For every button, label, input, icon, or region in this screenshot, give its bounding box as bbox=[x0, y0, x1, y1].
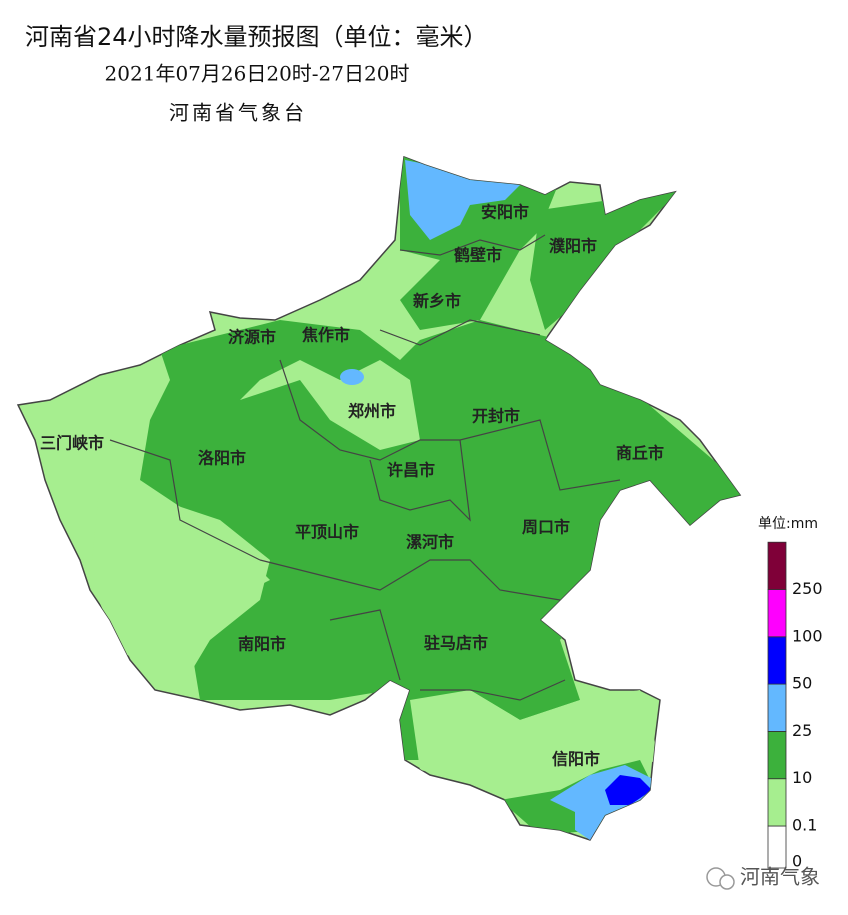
city-label: 周口市 bbox=[522, 518, 570, 537]
rain-area bbox=[90, 480, 270, 690]
watermark: 河南气象 bbox=[706, 865, 820, 890]
legend-swatch bbox=[767, 636, 787, 685]
legend-label: 100 bbox=[792, 626, 823, 645]
city-label: 商丘市 bbox=[616, 444, 664, 463]
city-label: 焦作市 bbox=[301, 326, 350, 345]
city-label: 洛阳市 bbox=[198, 449, 246, 468]
city-label: 济源市 bbox=[228, 328, 276, 347]
legend-swatch bbox=[767, 589, 787, 638]
legend-swatch bbox=[767, 825, 787, 869]
watermark-icon bbox=[719, 874, 735, 890]
city-label: 安阳市 bbox=[481, 203, 529, 222]
city-label: 新乡市 bbox=[413, 292, 461, 311]
legend-label: 50 bbox=[792, 674, 812, 693]
legend-swatch bbox=[767, 683, 787, 732]
city-label: 许昌市 bbox=[387, 461, 435, 480]
rain-area bbox=[140, 320, 740, 760]
city-label: 驻马店市 bbox=[424, 634, 488, 653]
legend-swatch bbox=[767, 731, 787, 780]
legend-swatch bbox=[767, 541, 787, 590]
legend-label: 10 bbox=[792, 768, 812, 787]
city-label: 郑州市 bbox=[348, 402, 396, 421]
legend-label: 0.1 bbox=[792, 816, 817, 835]
province-map bbox=[16, 155, 742, 841]
legend: 单位:mm 0 0.1 10 25 50 100 250 bbox=[758, 516, 823, 871]
rain-area bbox=[605, 775, 652, 805]
city-label: 平顶山市 bbox=[295, 523, 359, 542]
city-label: 开封市 bbox=[472, 407, 520, 426]
city-label: 信阳市 bbox=[552, 750, 600, 769]
rain-area bbox=[340, 369, 364, 385]
legend-label: 0 bbox=[792, 852, 802, 871]
city-label: 漯河市 bbox=[406, 533, 454, 552]
city-borders bbox=[109, 234, 621, 701]
rain-area bbox=[240, 360, 420, 450]
legend-label: 250 bbox=[792, 579, 823, 598]
city-labels: 安阳市 鹤壁市 濮阳市 新乡市 济源市 焦作市 郑州市 开封市 三门峡市 洛阳市… bbox=[40, 203, 664, 769]
period: 2021年07月26日20时-27日20时 bbox=[105, 62, 410, 86]
watermark-text: 河南气象 bbox=[740, 865, 820, 889]
legend-unit: 单位:mm bbox=[758, 516, 818, 532]
city-label: 濮阳市 bbox=[549, 237, 597, 256]
city-label: 鹤壁市 bbox=[454, 246, 502, 265]
city-label: 三门峡市 bbox=[40, 434, 104, 453]
issuer: 河南省气象台 bbox=[169, 101, 307, 125]
title: 河南省24小时降水量预报图（单位：毫米） bbox=[25, 23, 488, 51]
legend-swatch bbox=[767, 778, 787, 827]
legend-label: 25 bbox=[792, 721, 812, 740]
city-label: 南阳市 bbox=[238, 635, 286, 654]
